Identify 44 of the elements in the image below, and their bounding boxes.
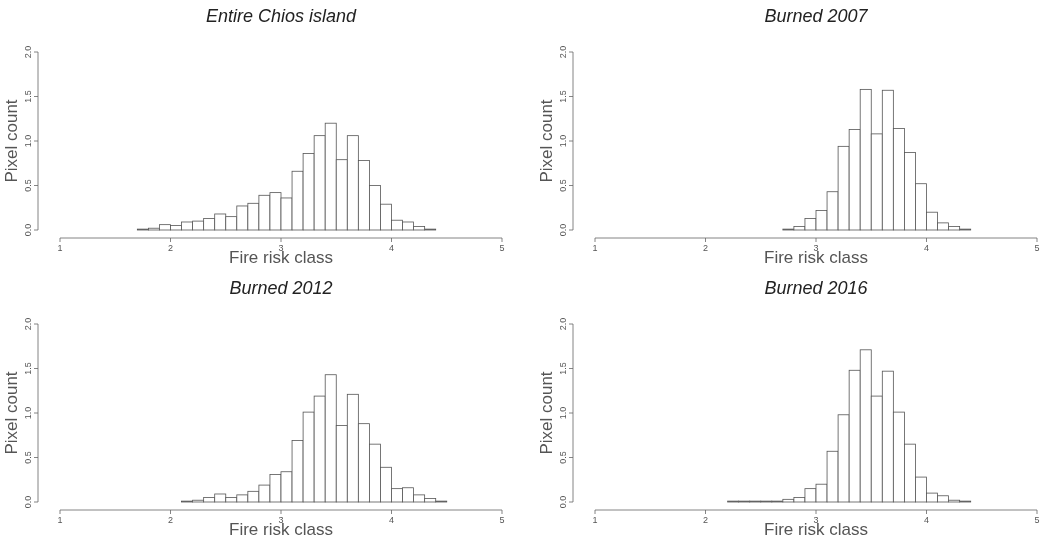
y-tick-label: 1.5 [23, 90, 33, 103]
y-tick-label: 0.0 [558, 223, 568, 237]
y-tick-label: 1.0 [23, 406, 33, 420]
y-tick-label: 0.0 [23, 495, 33, 509]
x-tick-label: 2 [702, 243, 709, 253]
y-axis-title: Pixel count [537, 371, 556, 455]
y-tick-label: 1.0 [23, 134, 33, 148]
y-tick-label: 1.0 [558, 134, 568, 148]
y-tick-label: 1.0 [558, 406, 568, 420]
x-tick-label: 5 [499, 243, 505, 253]
y-axis-title: Pixel count [537, 99, 556, 183]
x-tick-label: 2 [167, 515, 174, 525]
y-tick-label: 0.5 [23, 179, 33, 192]
x-tick-label: 5 [1034, 515, 1040, 525]
x-tick-label: 4 [388, 243, 395, 253]
y-axis-title: Pixel count [2, 371, 21, 455]
y-tick-label: 0.0 [23, 223, 33, 237]
x-tick-label: 2 [167, 243, 174, 253]
y-tick-label: 2.0 [23, 317, 33, 331]
y-tick-label: 2.0 [558, 45, 568, 59]
chart-title: Burned 2012 [229, 278, 333, 298]
y-tick-label: 0.0 [558, 495, 568, 509]
x-tick-label: 5 [1034, 243, 1040, 253]
x-tick-label: 1 [592, 515, 598, 525]
y-tick-label: 1.5 [558, 90, 568, 103]
y-tick-label: 2.0 [23, 45, 33, 59]
y-tick-label: 1.5 [23, 362, 33, 375]
y-tick-label: 2.0 [558, 317, 568, 331]
x-tick-label: 4 [388, 515, 395, 525]
x-tick-label: 4 [923, 243, 930, 253]
x-tick-label: 1 [592, 243, 598, 253]
x-tick-label: 4 [923, 515, 930, 525]
y-tick-label: 0.5 [558, 451, 568, 464]
y-tick-label: 1.5 [558, 362, 568, 375]
x-tick-label: 2 [702, 515, 709, 525]
x-tick-label: 5 [499, 515, 505, 525]
y-tick-label: 0.5 [558, 179, 568, 192]
chart-title: Entire Chios island [205, 6, 358, 26]
x-tick-label: 1 [57, 243, 63, 253]
chart-title: Burned 2007 [764, 6, 869, 26]
y-tick-label: 0.5 [23, 451, 33, 464]
x-tick-label: 1 [57, 515, 63, 525]
y-axis-title: Pixel count [2, 99, 21, 183]
chart-title: Burned 2016 [764, 278, 869, 298]
